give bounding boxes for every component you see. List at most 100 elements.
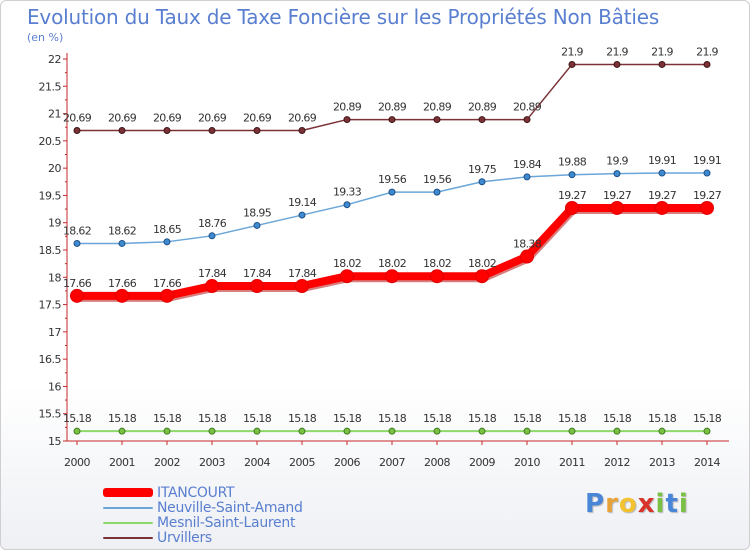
data-point [703,427,711,435]
legend-swatch [103,506,153,509]
data-point [478,427,486,435]
x-tick-label: 2010 [514,456,540,469]
data-point [118,126,126,134]
data-label: 19.14 [288,196,317,209]
data-point [613,170,621,178]
data-point [385,269,399,284]
data-label: 17.66 [63,277,92,290]
data-point [343,427,351,435]
data-label: 20.89 [423,101,452,114]
data-label: 19.91 [648,154,676,167]
data-point [568,427,576,435]
data-point [208,232,216,240]
data-point [613,427,621,435]
data-label: 18.65 [153,223,182,236]
x-tick-label: 2014 [694,456,720,469]
x-tick-label: 2000 [64,456,90,469]
y-tick-label: 20 [48,162,61,175]
y-tick-label: 15.5 [39,408,62,421]
data-label: 19.27 [693,189,722,202]
data-point [430,269,444,284]
data-label: 15.18 [63,412,92,425]
legend-item: Neuville-Saint-Amand [103,499,303,516]
data-label: 19.27 [603,189,632,202]
chart-subtitle: (en %) [27,31,64,44]
legend-swatch [103,536,153,539]
data-point [163,126,171,134]
x-tick-label: 2008 [424,456,450,469]
y-tick-label: 15 [48,435,61,448]
data-point [520,249,534,264]
x-tick-label: 2002 [154,456,180,469]
data-label: 19.91 [693,154,721,167]
legend-swatch [103,488,153,497]
legend-label: Urvillers [157,529,212,546]
x-tick-label: 2003 [199,456,225,469]
legend-item: Mesnil-Saint-Laurent [103,515,303,531]
data-label: 19.88 [558,156,587,169]
data-point [700,200,714,215]
data-label: 15.18 [243,412,272,425]
data-point [433,116,441,124]
y-tick-label: 17.5 [39,299,62,312]
data-label: 19.56 [423,173,452,186]
data-label: 20.69 [108,111,137,124]
x-tick-label: 2001 [109,456,135,469]
data-label: 18.62 [108,224,136,237]
data-point [523,427,531,435]
legend-label: Neuville-Saint-Amand [157,499,303,516]
data-label: 15.18 [108,412,137,425]
y-tick-label: 19.5 [39,189,62,202]
data-label: 19.84 [513,158,542,171]
data-point [475,269,489,284]
data-label: 19.9 [606,155,628,168]
logo-letter: r [605,489,619,519]
data-point [568,60,576,68]
data-label: 20.89 [333,101,362,114]
data-point [388,188,396,196]
logo-letter: i [678,489,689,519]
legend-label: ITANCOURT [157,484,235,501]
data-point [253,427,261,435]
data-label: 20.69 [198,111,227,124]
data-point [613,60,621,68]
data-label: 17.84 [198,267,227,280]
data-point [163,238,171,246]
data-label: 15.18 [603,412,632,425]
y-tick-label: 22 [48,53,61,66]
x-tick-label: 2013 [649,456,675,469]
data-point [523,116,531,124]
proxiti-logo: Proxiti [585,489,689,519]
data-label: 19.27 [648,189,677,202]
data-label: 15.18 [288,412,317,425]
data-label: 18.02 [423,257,451,270]
logo-letter: o [618,489,638,519]
data-label: 15.18 [198,412,227,425]
data-point [658,427,666,435]
logo-letter: i [655,489,666,519]
data-point [160,288,174,303]
data-point [208,427,216,435]
y-tick-label: 16.5 [39,353,62,366]
x-tick-label: 2005 [289,456,315,469]
y-tick-label: 21.5 [39,80,62,93]
data-label: 15.18 [693,412,722,425]
data-point [298,126,306,134]
x-tick-label: 2012 [604,456,630,469]
data-point [343,116,351,124]
data-label: 19.75 [468,163,497,176]
y-tick-label: 21 [48,108,61,121]
data-label: 15.18 [468,412,497,425]
data-point [250,279,264,294]
data-label: 17.84 [288,267,317,280]
data-point [565,200,579,215]
y-tick-label: 17 [48,326,61,339]
data-point [478,116,486,124]
x-tick-label: 2004 [244,456,270,469]
data-label: 18.02 [333,257,361,270]
x-tick-label: 2009 [469,456,495,469]
chart-legend: ITANCOURT Neuville-Saint-Amand Mesnil-Sain… [103,484,303,546]
y-tick-label: 16 [48,380,61,393]
data-point [703,169,711,177]
